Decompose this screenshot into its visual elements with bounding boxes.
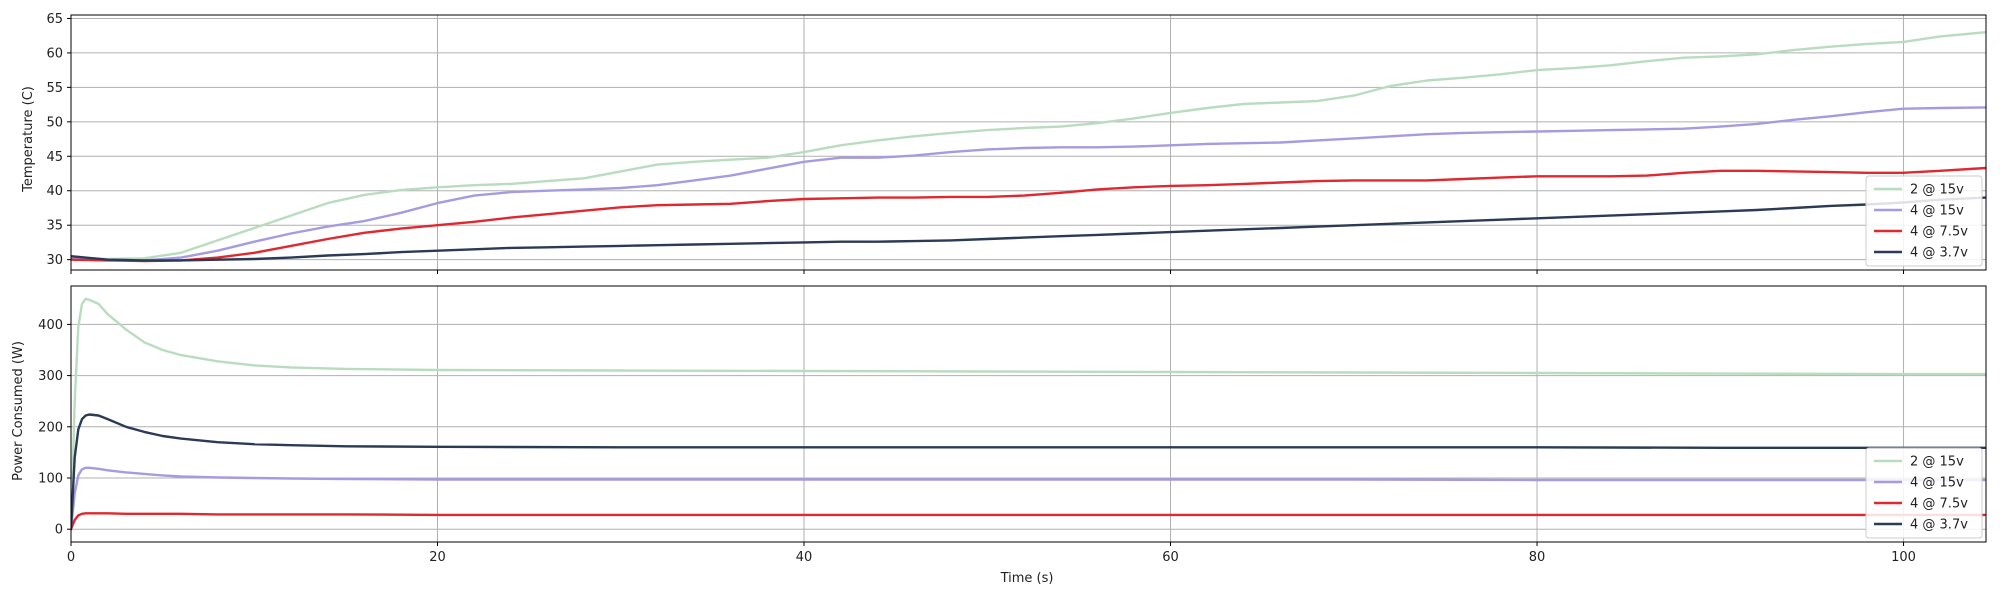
y-tick-label: 40 [46,184,63,199]
series-line-4-15v [71,466,1986,531]
x-tick-label: 60 [1162,550,1179,565]
y-tick-label: 45 [46,150,63,165]
legend-label-4-15v: 4 @ 15v [1910,476,1964,491]
legend: 2 @ 15v 4 @ 15v 4 @ 7.5v 4 @ 3.7v [1865,447,1983,539]
legend-label-4-15v: 4 @ 15v [1910,204,1964,219]
temperature-ylabel: Temperature (C) [21,86,36,193]
grid-lines [71,15,1986,270]
time-xlabel: Time (s) [1000,571,1054,586]
y-tick-label: 400 [38,318,63,333]
axes-frame [70,14,1987,271]
legend-box [1865,447,1983,539]
y-tick-label: 30 [46,253,63,268]
grid-lines [71,286,1986,542]
series-group [71,31,1986,263]
y-tick-label: 60 [46,46,63,61]
series-line-4-7-5v [71,512,1986,531]
legend-label-4-7-5v: 4 @ 7.5v [1910,225,1968,240]
series-line-4-3-7v [71,413,1986,531]
series-line-4-3-7v [71,196,1986,262]
x-tick-label: 100 [1891,550,1916,565]
legend-label-2-15v: 2 @ 15v [1910,183,1964,198]
legend-box [1865,175,1983,267]
legend-label-4-3-7v: 4 @ 3.7v [1910,518,1968,533]
legend-label-4-7-5v: 4 @ 7.5v [1910,497,1968,512]
y-tick-label: 100 [38,472,63,487]
y-tick-label: 35 [46,219,63,234]
y-tick-label: 55 [46,81,63,96]
series-line-4-7-5v [71,166,1986,263]
power-ylabel: Power Consumed (W) [11,341,26,481]
legend: 2 @ 15v 4 @ 15v 4 @ 7.5v 4 @ 3.7v [1865,175,1983,267]
series-line-2-15v [71,31,1986,261]
y-tick-label: 0 [55,523,63,538]
power-panel: Power Consumed (W) Time (s) 0 20 40 60 80 100… [11,285,1987,586]
series-line-4-15v [71,106,1986,262]
series-group [71,297,1986,531]
temperature-panel: Temperature (C) 30 35 40 45 50 55 60 65 2 @ 15v 4… [21,12,1987,274]
y-tick-label: 65 [46,12,63,27]
axes-frame [70,285,1987,543]
y-tick-label: 50 [46,115,63,130]
series-line-2-15v [71,297,1986,531]
x-tick-label: 80 [1529,550,1546,565]
legend-label-4-3-7v: 4 @ 3.7v [1910,246,1968,261]
x-tick-label: 20 [429,550,446,565]
x-tick-label: 40 [796,550,813,565]
legend-label-2-15v: 2 @ 15v [1910,455,1964,470]
y-tick-label: 200 [38,420,63,435]
x-tick-label: 0 [67,550,75,565]
y-tick-label: 300 [38,369,63,384]
